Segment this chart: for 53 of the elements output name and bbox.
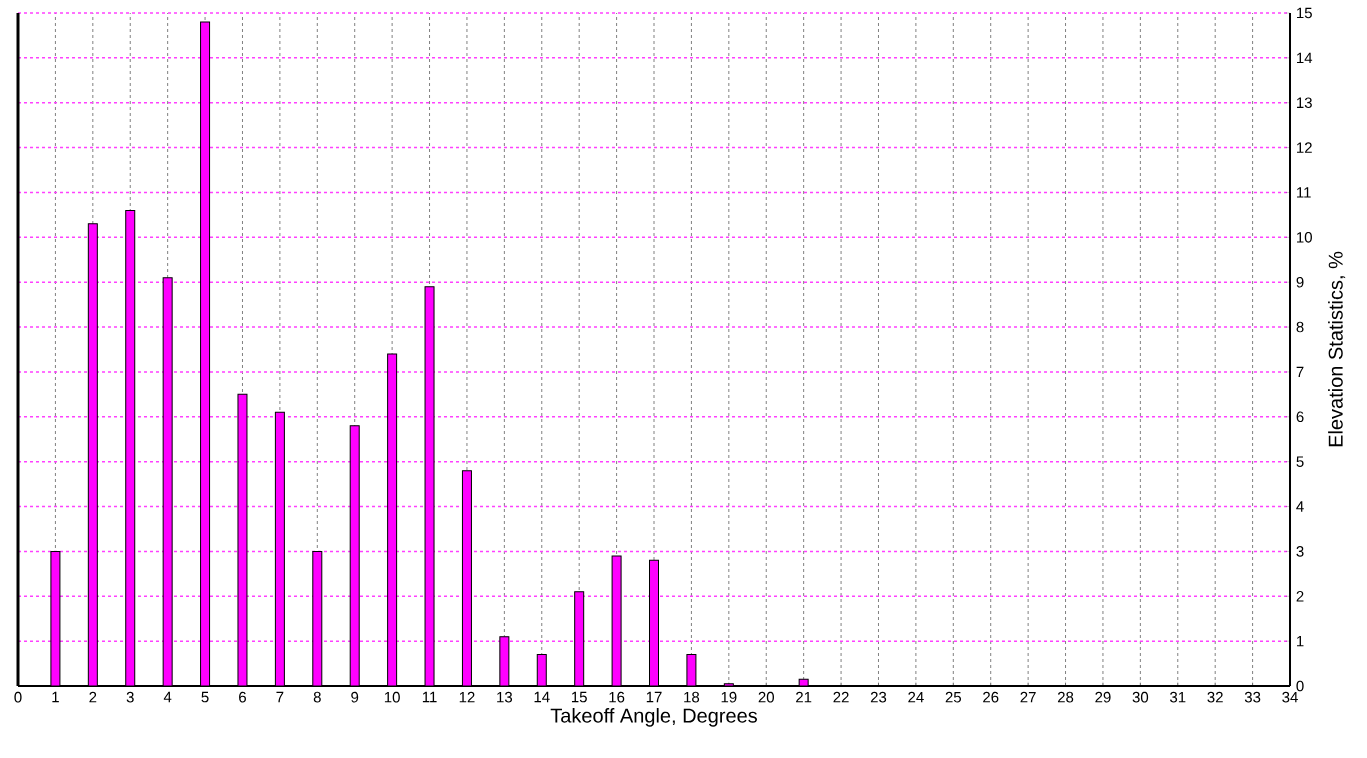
x-tick-label: 30 [1132,691,1149,703]
x-tick-label: 11 [422,691,437,703]
y-tick-label: 15 [1297,7,1312,19]
x-tick-label: 7 [276,691,284,703]
x-tick-label: 12 [459,691,475,703]
x-tick-label: 23 [870,691,887,703]
x-tick-label: 3 [126,691,134,703]
y-tick-label: 6 [1296,411,1304,423]
y-tick-label: 1 [1297,635,1304,647]
x-tick-label: 32 [1207,691,1223,703]
x-tick-label: 8 [313,691,321,703]
x-tick-label: 0 [14,691,22,703]
y-tick-label: 3 [1296,546,1304,557]
x-tick-label: 13 [497,691,513,703]
y-tick-label: 14 [1297,52,1313,64]
y-tick-label: 5 [1296,456,1304,467]
y-tick-label: 4 [1296,501,1304,512]
x-tick-label: 15 [571,691,587,703]
x-tick-label: 25 [945,691,962,703]
y-tick-label: 7 [1296,366,1304,378]
y-tick-label: 12 [1297,142,1312,153]
x-axis-title: Takeoff Angle, Degrees [550,708,757,727]
y-tick-label: 8 [1296,321,1304,333]
x-tick-label: 20 [758,691,774,703]
x-tick-label: 29 [1095,691,1111,703]
x-tick-label: 24 [908,691,924,703]
x-tick-label: 17 [646,691,662,703]
x-tick-label: 6 [239,691,246,703]
y-axis-title: Elevation Statistics, % [1328,251,1346,447]
y-tick-label: 2 [1296,591,1304,602]
x-tick-label: 4 [163,691,172,703]
y-tick-label: 0 [1296,680,1304,692]
x-tick-label: 33 [1244,691,1261,703]
x-tick-label: 27 [1020,691,1036,703]
y-tick-label: 13 [1297,97,1312,109]
x-tick-label: 31 [1169,691,1186,703]
x-tick-label: 1 [52,691,59,703]
x-tick-label: 16 [609,691,625,703]
x-tick-label: 10 [384,691,400,703]
x-tick-label: 18 [684,691,700,703]
x-tick-label: 34 [1282,691,1298,703]
x-tick-label: 22 [833,691,849,703]
x-tick-label: 28 [1057,691,1074,703]
x-tick-label: 19 [721,691,737,703]
y-tick-label: 9 [1296,276,1304,288]
x-tick-label: 9 [351,691,359,703]
x-tick-label: 14 [534,691,550,703]
y-tick-label: 11 [1297,187,1311,198]
x-tick-label: 2 [89,691,97,703]
y-tick-label: 10 [1297,232,1312,243]
x-tick-label: 26 [983,691,999,703]
x-tick-label: 21 [796,691,812,703]
x-tick-label: 5 [201,691,209,703]
